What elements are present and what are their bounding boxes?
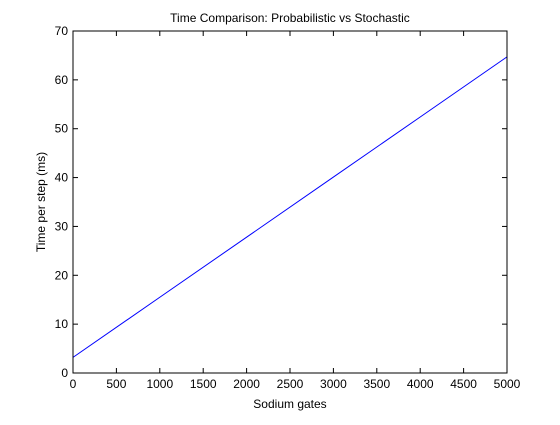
x-tick-label: 1000 xyxy=(146,377,173,391)
x-tick-label: 4000 xyxy=(407,377,434,391)
x-tick-label: 4500 xyxy=(450,377,477,391)
y-axis-label: Time per step (ms) xyxy=(34,152,48,252)
x-tick-label: 3500 xyxy=(363,377,390,391)
y-tick-label: 20 xyxy=(55,268,69,282)
y-tick-label: 30 xyxy=(55,219,69,233)
axes-frame xyxy=(73,31,507,373)
plot-series xyxy=(73,57,507,357)
x-tick-label: 3000 xyxy=(320,377,347,391)
x-tick-label: 2500 xyxy=(277,377,304,391)
x-tick-label: 500 xyxy=(106,377,126,391)
y-tick-label: 70 xyxy=(55,24,69,38)
y-tick-label: 60 xyxy=(55,73,69,87)
y-tick-label: 40 xyxy=(55,171,69,185)
axis-ticks: 0 500 1000 1500 2000 2500 3000 3500 4000 4500 5000… xyxy=(55,24,521,391)
y-tick-label: 0 xyxy=(61,366,68,380)
y-tick-label: 10 xyxy=(55,317,69,331)
y-tick-label: 50 xyxy=(55,122,69,136)
x-tick-label: 5000 xyxy=(494,377,521,391)
x-tick-label: 1500 xyxy=(190,377,217,391)
x-tick-label: 2000 xyxy=(233,377,260,391)
chart-title: Time Comparison: Probabilistic vs Stocha… xyxy=(170,11,410,25)
x-tick-label: 0 xyxy=(70,377,77,391)
series-line xyxy=(73,57,507,357)
x-axis-label: Sodium gates xyxy=(253,397,326,411)
